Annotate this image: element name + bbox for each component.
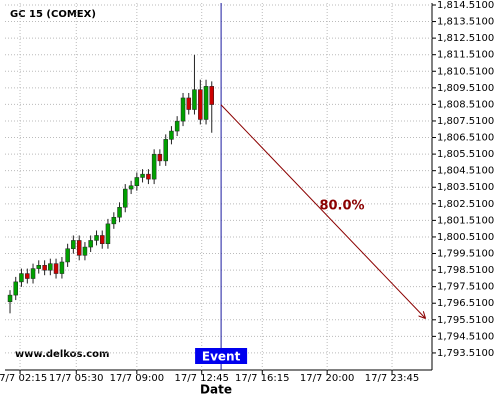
x-tick-label: 17/7 16:15 (235, 373, 289, 384)
projection-arrow (220, 104, 425, 318)
candle-body (53, 263, 59, 274)
y-tick-label: 1,813.5100 (437, 17, 494, 28)
candle-body (198, 89, 203, 120)
candle-body (163, 139, 168, 162)
candle-body (180, 97, 186, 122)
y-tick-label: 1,814.5100 (437, 0, 494, 11)
candle-body (111, 216, 117, 225)
y-tick-label: 1,796.5100 (437, 298, 494, 309)
y-tick-label: 1,807.5100 (437, 116, 494, 127)
candle-body (25, 273, 30, 279)
candle-body (192, 89, 197, 110)
event-label: Event (202, 350, 241, 364)
candle-body (30, 268, 36, 279)
candle-body (140, 173, 145, 178)
candle-body (19, 273, 24, 283)
candle-body (186, 97, 191, 110)
projection-label: 80.0% (319, 199, 364, 214)
x-tick-label: 17/7 02:15 (0, 373, 47, 384)
candle-body (203, 86, 209, 120)
candle-body (122, 188, 128, 208)
y-tick-label: 1,809.5100 (437, 83, 494, 94)
y-tick-label: 1,794.5100 (437, 331, 494, 342)
candle-body (71, 240, 76, 249)
x-tick-label: 17/7 23:45 (365, 373, 419, 384)
candle-body (94, 235, 99, 241)
candle-body (209, 86, 215, 105)
event-badge (195, 348, 248, 364)
candle-body (76, 240, 82, 256)
x-tick-label: 17/7 05:30 (49, 373, 103, 384)
y-tick-label: 1,812.5100 (437, 33, 494, 44)
y-tick-label: 1,805.5100 (437, 149, 494, 160)
candle-body (88, 240, 93, 248)
candle-body (82, 246, 88, 256)
candle-body (174, 120, 180, 132)
candle-body (157, 154, 163, 162)
y-tick-label: 1,803.5100 (437, 182, 494, 193)
watermark: www.delkos.com (15, 349, 109, 360)
y-tick-label: 1,806.5100 (437, 133, 494, 144)
x-axis-label: Date (200, 383, 232, 397)
candle-body (151, 154, 157, 180)
y-tick-label: 1,810.5100 (437, 66, 494, 77)
y-tick-label: 1,797.5100 (437, 282, 494, 293)
candle-body (13, 281, 18, 296)
candle-body (117, 207, 122, 218)
y-tick-label: 1,804.5100 (437, 166, 494, 177)
y-tick-label: 1,811.5100 (437, 50, 494, 61)
candle-body (48, 263, 53, 271)
candle-body (65, 248, 70, 263)
candle-body (59, 261, 65, 274)
candle-body (134, 177, 140, 187)
candle-body (42, 265, 47, 271)
candle-body (36, 265, 41, 269)
candle-body (105, 223, 111, 244)
chart-title: GC 15 (COMEX) (10, 9, 96, 20)
y-tick-label: 1,808.5100 (437, 99, 494, 110)
y-tick-label: 1,799.5100 (437, 249, 494, 260)
candle-body (128, 185, 134, 190)
y-tick-label: 1,793.5100 (437, 348, 494, 359)
x-tick-label: 17/7 09:00 (110, 373, 164, 384)
y-tick-label: 1,795.5100 (437, 315, 494, 326)
x-tick-label: 17/7 20:00 (300, 373, 354, 384)
candle-body (146, 173, 151, 180)
y-tick-label: 1,802.5100 (437, 199, 494, 210)
x-tick-label: 17/7 12:45 (174, 373, 228, 384)
candle-body (99, 235, 105, 244)
candle-body (7, 294, 13, 302)
candle-body (169, 130, 174, 140)
y-tick-label: 1,800.5100 (437, 232, 494, 243)
y-tick-label: 1,798.5100 (437, 265, 494, 276)
y-tick-label: 1,801.5100 (437, 215, 494, 226)
